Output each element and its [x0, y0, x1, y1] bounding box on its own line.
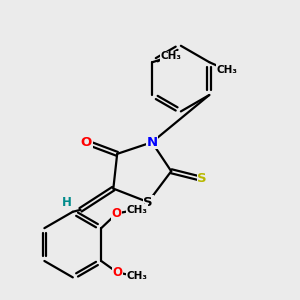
- Text: O: O: [112, 266, 122, 279]
- Text: CH₃: CH₃: [127, 272, 148, 281]
- Text: CH₃: CH₃: [160, 51, 182, 62]
- Text: H: H: [62, 196, 72, 209]
- Text: CH₃: CH₃: [126, 205, 147, 214]
- Text: S: S: [197, 172, 207, 185]
- Text: O: O: [81, 136, 92, 149]
- Text: CH₃: CH₃: [216, 65, 237, 75]
- Text: O: O: [112, 207, 122, 220]
- Text: N: N: [146, 136, 158, 149]
- Text: S: S: [143, 196, 153, 208]
